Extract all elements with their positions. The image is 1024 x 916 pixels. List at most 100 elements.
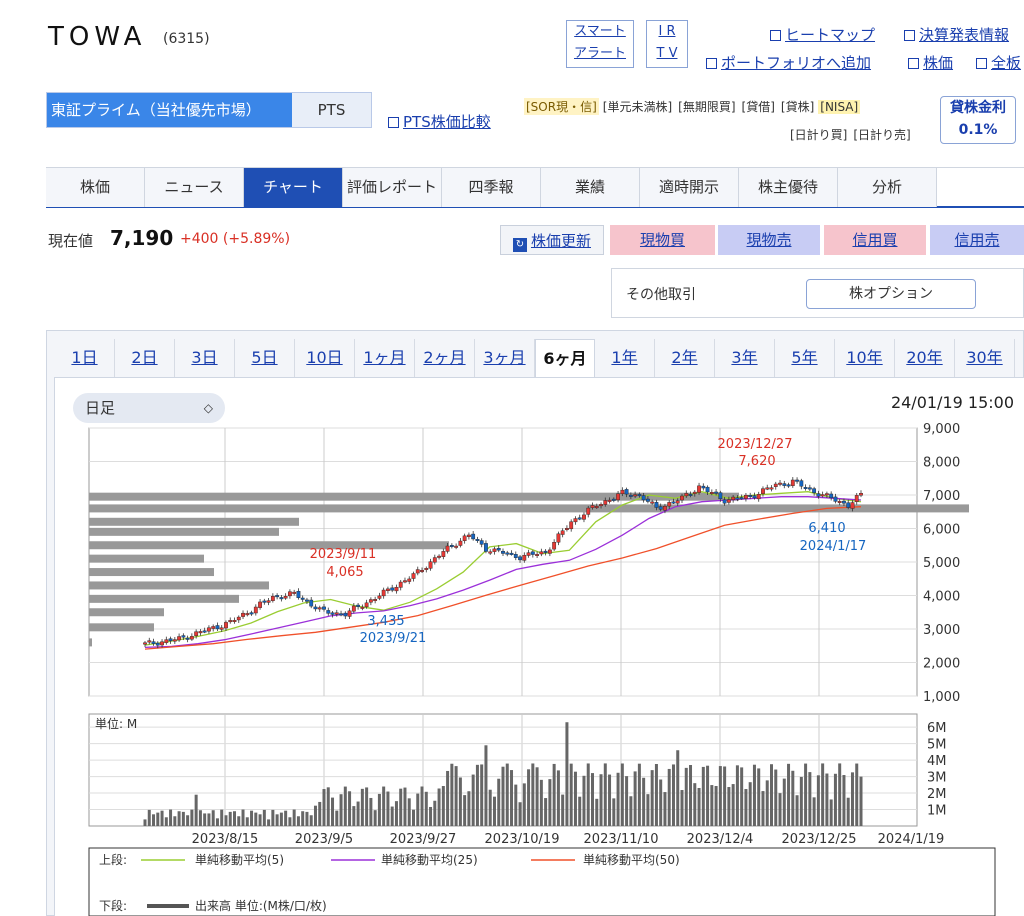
volume-bar bbox=[582, 775, 586, 826]
stock-option-button[interactable]: 株オプション bbox=[806, 279, 976, 309]
volume-bar bbox=[369, 797, 373, 826]
price-volume-profile-bar bbox=[89, 554, 204, 563]
volume-bar bbox=[718, 766, 722, 826]
period-2d[interactable]: 2日 bbox=[115, 339, 175, 377]
tag-taishaku: [貸借] bbox=[741, 100, 775, 114]
portfolio-link[interactable]: ポートフォリオへ追加 bbox=[706, 52, 871, 73]
period-1y[interactable]: 1年 bbox=[595, 339, 655, 377]
volume-bar bbox=[667, 768, 671, 826]
annotation-sep-low-value: 3,435 bbox=[367, 614, 404, 629]
tab-analysis[interactable]: 分析 bbox=[838, 168, 937, 207]
volume-bar bbox=[748, 782, 752, 826]
candle-up bbox=[684, 493, 689, 497]
period-5y[interactable]: 5年 bbox=[775, 339, 835, 377]
earnings-link[interactable]: 決算発表情報 bbox=[904, 24, 1009, 45]
period-1d[interactable]: 1日 bbox=[55, 339, 115, 377]
annotation-high-value: 7,620 bbox=[738, 454, 775, 469]
tab-news[interactable]: ニュース bbox=[145, 168, 244, 207]
volume-bar bbox=[322, 789, 326, 826]
volume-bar bbox=[424, 791, 428, 826]
volume-bar bbox=[237, 816, 241, 826]
period-5d[interactable]: 5日 bbox=[235, 339, 295, 377]
volume-bar bbox=[808, 772, 812, 826]
volume-bar bbox=[586, 763, 590, 826]
period-2m[interactable]: 2ヶ月 bbox=[415, 339, 475, 377]
candle-up bbox=[709, 492, 714, 494]
period-3y[interactable]: 3年 bbox=[715, 339, 775, 377]
spot-buy-button[interactable]: 現物買 bbox=[610, 225, 715, 255]
volume-bar bbox=[603, 763, 607, 826]
portfolio-label: ポートフォリオへ追加 bbox=[721, 54, 872, 72]
volume-bar bbox=[723, 766, 727, 826]
candle-down bbox=[513, 554, 518, 558]
tab-disclosure[interactable]: 適時開示 bbox=[640, 168, 739, 207]
market-tab-pts[interactable]: PTS bbox=[317, 101, 346, 119]
margin-buy-button[interactable]: 信用買 bbox=[824, 225, 926, 255]
volume-bar bbox=[787, 763, 791, 826]
smart-alert-button[interactable]: スマート アラート bbox=[566, 20, 634, 68]
window-icon bbox=[908, 58, 919, 69]
period-10y[interactable]: 10年 bbox=[835, 339, 895, 377]
period-6m[interactable]: 6ヶ月 bbox=[535, 339, 595, 377]
volume-y-tick-label: 5M bbox=[927, 738, 947, 753]
volume-bar bbox=[480, 764, 484, 826]
market-tab-prime[interactable]: 東証プライム（当社優先市場） bbox=[47, 93, 292, 127]
candle-down bbox=[688, 493, 693, 496]
tab-results[interactable]: 業績 bbox=[541, 168, 640, 207]
heatmap-link[interactable]: ヒートマップ bbox=[770, 24, 875, 45]
period-1m[interactable]: 1ヶ月 bbox=[355, 339, 415, 377]
price-volume-profile-bar bbox=[89, 594, 239, 603]
candle-down bbox=[714, 491, 718, 494]
y-tick-label: 3,000 bbox=[923, 623, 960, 638]
volume-bar bbox=[752, 764, 756, 826]
candle-up bbox=[820, 494, 825, 497]
irtv-button[interactable]: I R T V bbox=[646, 20, 688, 68]
candle-up bbox=[594, 506, 599, 509]
candle-up bbox=[769, 487, 774, 490]
annotation-sep-high-date: 2023/9/11 bbox=[310, 547, 377, 562]
candle-up bbox=[790, 479, 795, 486]
candle-down bbox=[475, 539, 480, 541]
pts-compare-link[interactable]: PTS株価比較 bbox=[388, 111, 491, 132]
volume-bar bbox=[220, 809, 224, 826]
volume-bar bbox=[441, 786, 445, 826]
refresh-price-button[interactable]: ↻ 株価更新 bbox=[500, 225, 604, 255]
volume-bar bbox=[190, 809, 194, 826]
spot-sell-button[interactable]: 現物売 bbox=[718, 225, 820, 255]
volume-bar bbox=[420, 786, 424, 826]
candle-down bbox=[505, 552, 510, 555]
tab-shikiho[interactable]: 四季報 bbox=[442, 168, 541, 207]
volume-bar bbox=[160, 810, 164, 826]
tab-price[interactable]: 株価 bbox=[46, 168, 145, 207]
volume-bar bbox=[296, 816, 300, 826]
tab-benefits[interactable]: 株主優待 bbox=[739, 168, 838, 207]
period-3d[interactable]: 3日 bbox=[175, 339, 235, 377]
period-3m[interactable]: 3ヶ月 bbox=[475, 339, 535, 377]
candle-up bbox=[599, 504, 603, 507]
price-volume-profile-bar bbox=[89, 527, 279, 536]
price-volume-profile-bar bbox=[89, 504, 969, 513]
margin-sell-button[interactable]: 信用売 bbox=[930, 225, 1024, 255]
tab-report[interactable]: 評価レポート bbox=[343, 168, 442, 207]
candle-up bbox=[411, 573, 416, 579]
candle-up bbox=[445, 545, 450, 552]
candle-up bbox=[164, 639, 169, 643]
period-2y[interactable]: 2年 bbox=[655, 339, 715, 377]
candle-down bbox=[300, 597, 305, 600]
lend-rate-badge[interactable]: 貸株金利 0.1% bbox=[940, 96, 1016, 144]
all-board-link[interactable]: 全板 bbox=[976, 52, 1021, 73]
volume-bar bbox=[194, 794, 198, 826]
volume-bar bbox=[706, 765, 710, 826]
candle-up bbox=[616, 493, 620, 501]
candle-up bbox=[569, 521, 574, 530]
legend-ma50: 単純移動平均(50) bbox=[583, 853, 680, 867]
candle-down bbox=[215, 625, 220, 630]
tab-chart[interactable]: チャート bbox=[244, 168, 343, 207]
period-30y[interactable]: 30年 bbox=[955, 339, 1015, 377]
period-20y[interactable]: 20年 bbox=[895, 339, 955, 377]
chevron-updown-icon: ◇ bbox=[203, 401, 213, 415]
volume-bar bbox=[386, 791, 390, 826]
price-link[interactable]: 株価 bbox=[908, 52, 953, 73]
interval-select[interactable]: 日足 ◇ bbox=[73, 393, 225, 423]
period-10d[interactable]: 10日 bbox=[295, 339, 355, 377]
